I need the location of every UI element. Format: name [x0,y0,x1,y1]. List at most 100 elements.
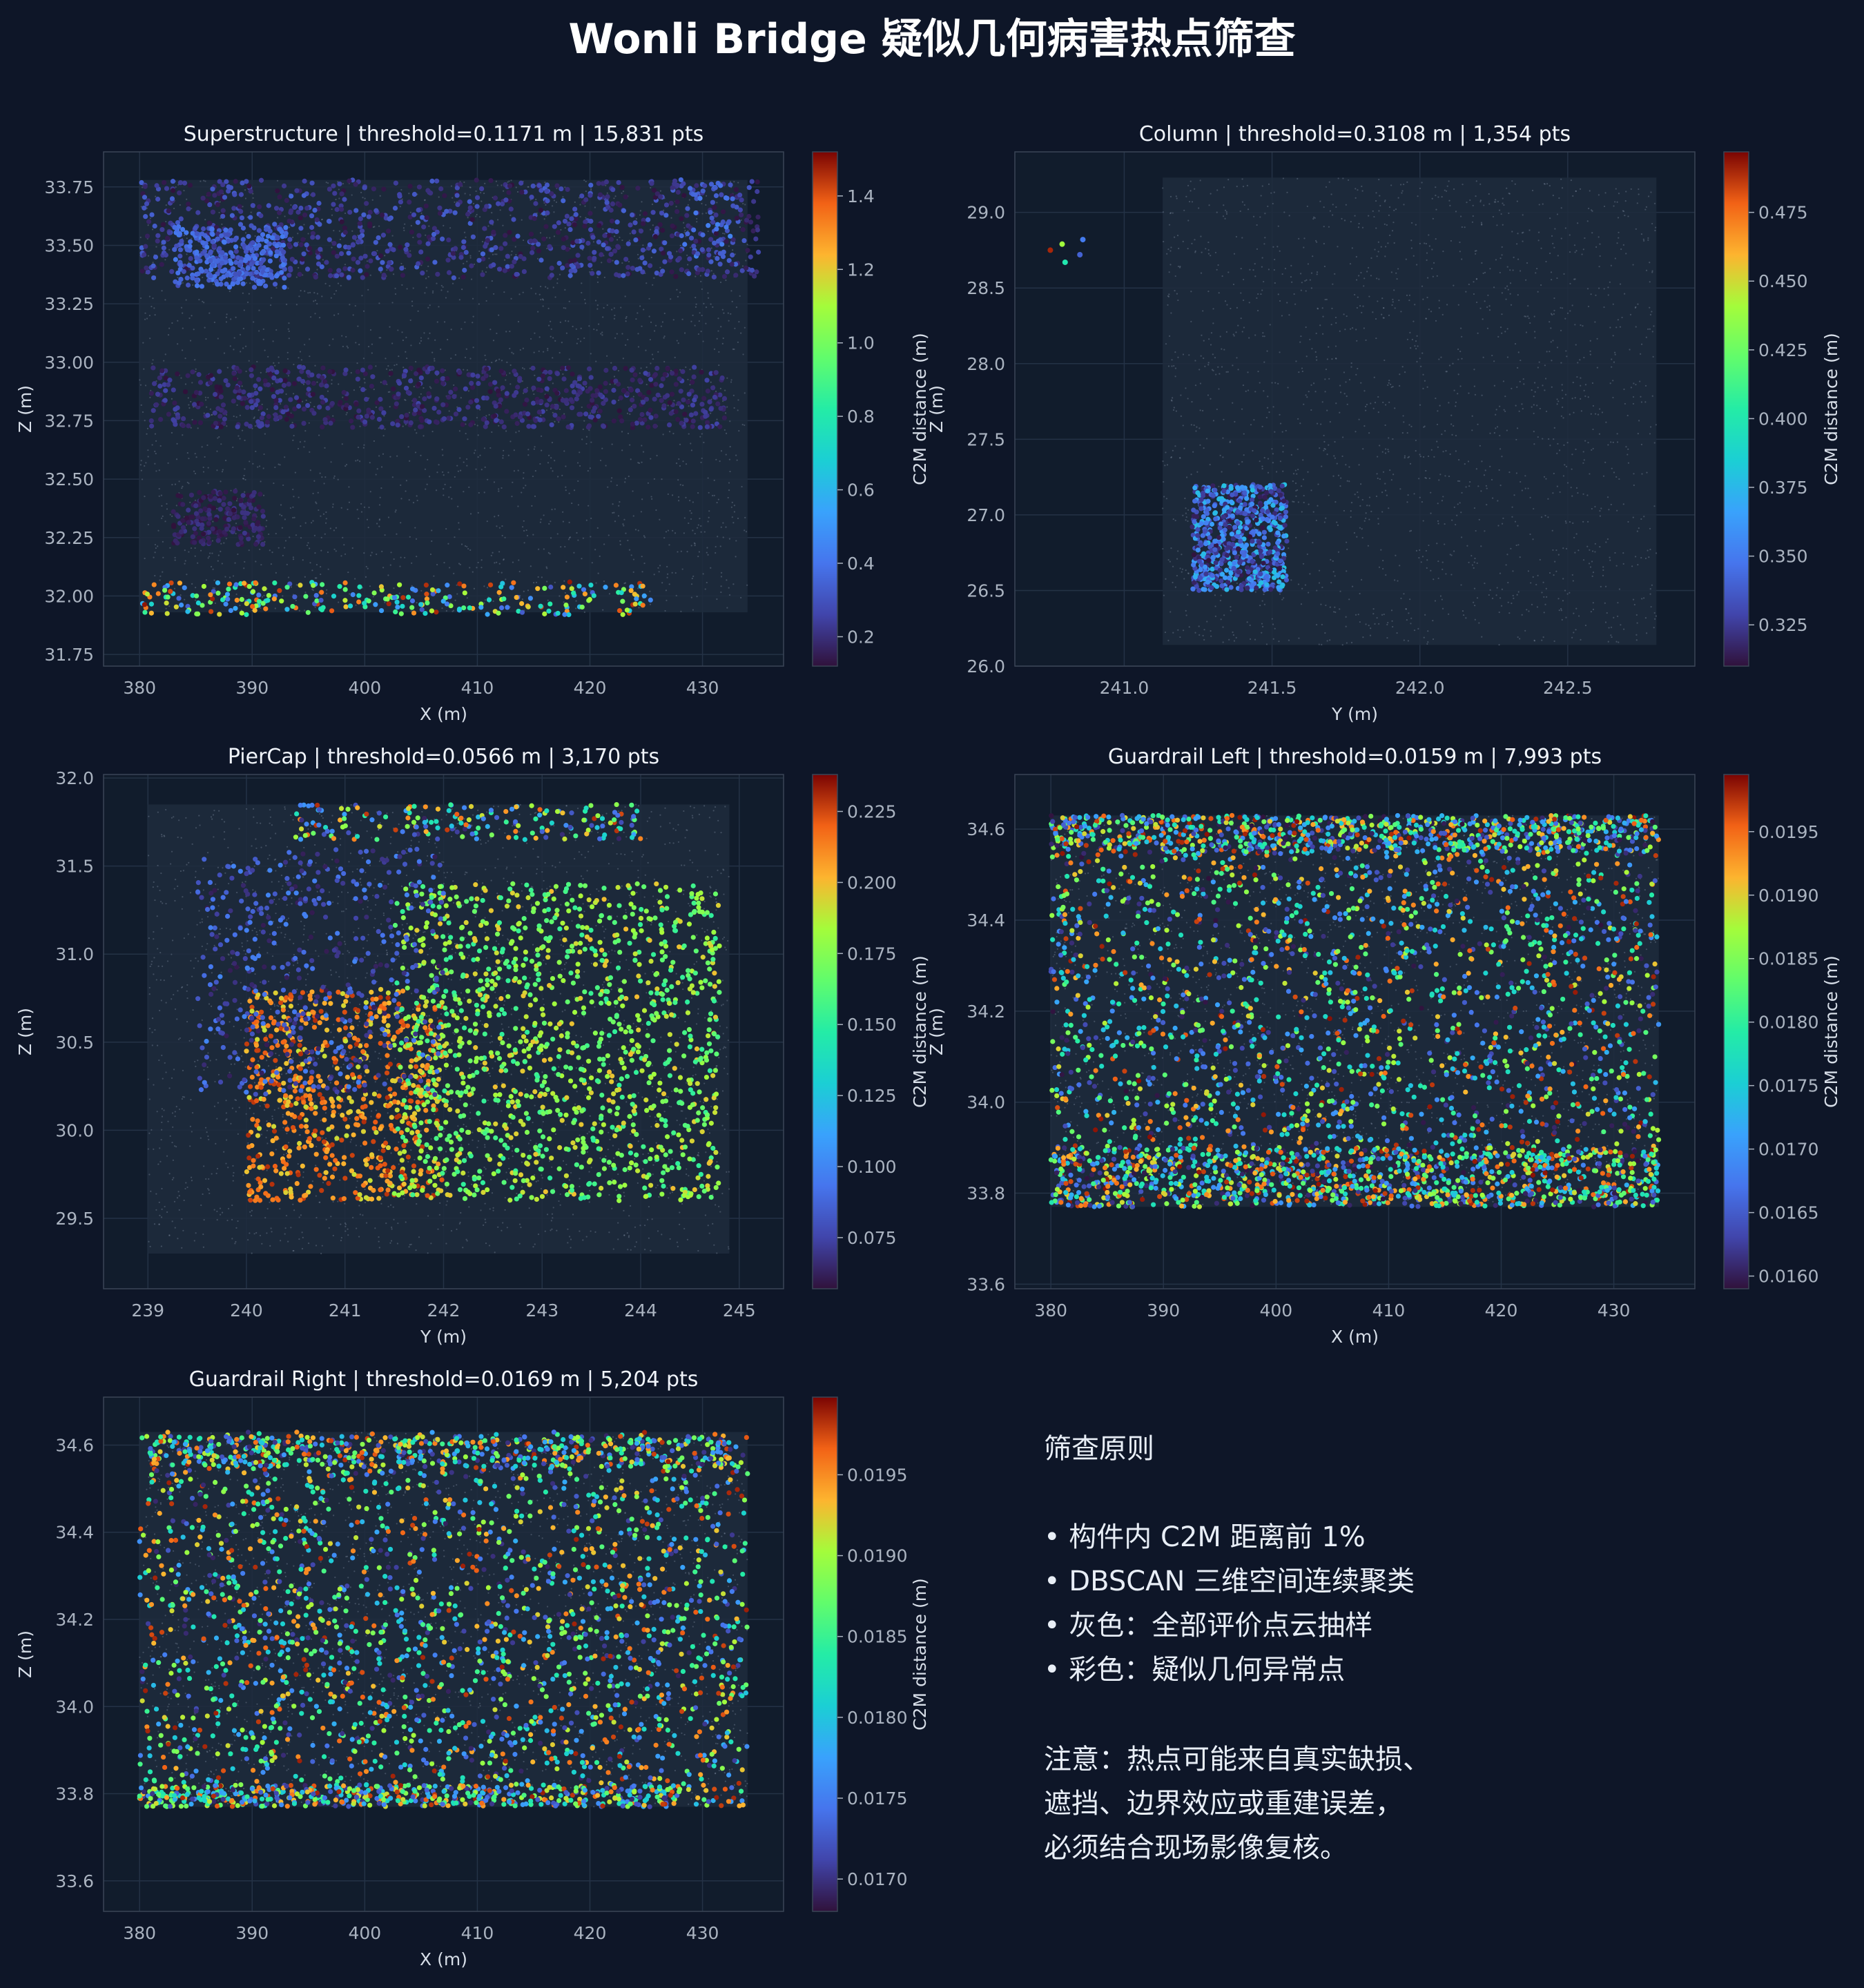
hotspot-point [273,405,279,411]
hotspot-point [353,401,359,407]
hotspot-point [506,190,512,195]
y-tick-label: 33.50 [44,235,94,255]
gray-point [327,390,329,392]
gray-point [280,504,282,506]
gray-point [534,495,536,498]
hotspot-point [364,201,369,206]
gray-point [351,547,353,549]
gray-point [155,452,157,455]
gray-point [610,480,612,483]
gray-point [1198,207,1200,209]
hotspot-point [588,227,594,233]
gray-point [583,337,585,340]
gray-point [382,453,385,455]
gray-point [342,345,344,348]
gray-point [1337,551,1340,553]
gray-point [613,318,616,320]
gray-point [171,398,173,400]
hotspot-point [190,369,195,375]
hotspot-point [274,248,280,255]
gray-point [621,449,623,451]
hotspot-point [317,222,322,227]
hotspot-point [256,228,262,233]
gray-point [346,411,348,414]
point-layer [139,177,761,618]
hotspot-point [232,192,237,197]
gray-point [320,219,323,221]
gray-point [668,544,670,546]
gray-point [155,547,157,549]
gray-point [426,270,428,272]
gray-point [1321,401,1323,403]
gray-point [212,520,214,523]
hotspot-point [204,198,210,204]
gray-point [594,549,596,551]
gray-point [333,477,335,479]
hotspot-point [207,220,213,226]
hotspot-point [447,594,452,600]
hotspot-point [566,612,572,618]
gray-point [707,230,709,233]
gray-point [414,429,416,431]
gray-point [554,296,556,298]
gray-point [300,359,303,361]
gray-point [698,320,700,322]
gray-point [312,520,314,522]
hotspot-point [692,364,697,370]
gray-point [1445,573,1447,575]
hotspot-point [165,235,171,241]
hotspot-point [305,380,311,385]
gray-point [355,460,357,462]
gray-point [564,592,566,594]
gray-point [552,337,554,339]
hotspot-point [621,388,627,393]
hotspot-point [438,186,444,192]
gray-point [454,201,456,204]
gray-point [1358,464,1360,466]
hotspot-point [223,601,229,607]
hotspot-point [501,596,507,602]
gray-point [381,550,383,552]
gray-point [476,567,478,569]
hotspot-point [496,266,503,272]
gray-point [565,465,567,467]
hotspot-point [429,178,435,184]
hotspot-point [249,373,254,378]
gray-point [378,302,380,304]
hotspot-point [277,588,282,594]
gray-point [497,514,500,516]
hotspot-point [648,415,654,420]
hotspot-point [568,397,574,402]
gray-point [614,337,617,339]
gray-point [599,459,602,462]
gray-point [582,537,585,539]
gray-point [562,511,564,513]
gray-point [565,486,567,488]
gray-point [1415,549,1418,552]
gray-point [478,409,481,411]
hotspot-point [420,404,425,409]
hotspot-point [659,227,666,233]
gray-point [603,581,605,583]
gray-point [629,413,631,416]
gray-point [166,503,168,505]
gray-point [175,458,178,460]
gray-point [712,306,714,308]
hotspot-point [706,247,712,253]
gray-point [697,556,699,558]
gray-point [565,307,567,309]
gray-point [624,478,627,480]
y-axis-label: Z (m) [15,385,35,433]
gray-point [1223,418,1225,420]
hotspot-point [685,206,690,211]
hotspot-point [241,389,246,395]
gray-point [547,552,550,554]
gray-point [305,399,307,401]
hotspot-point [676,401,681,407]
hotspot-point [243,248,249,255]
hotspot-point [561,376,567,382]
hotspot-point [530,365,536,371]
gray-point [517,505,519,507]
gray-point [194,499,197,501]
hotspot-point [336,268,342,273]
